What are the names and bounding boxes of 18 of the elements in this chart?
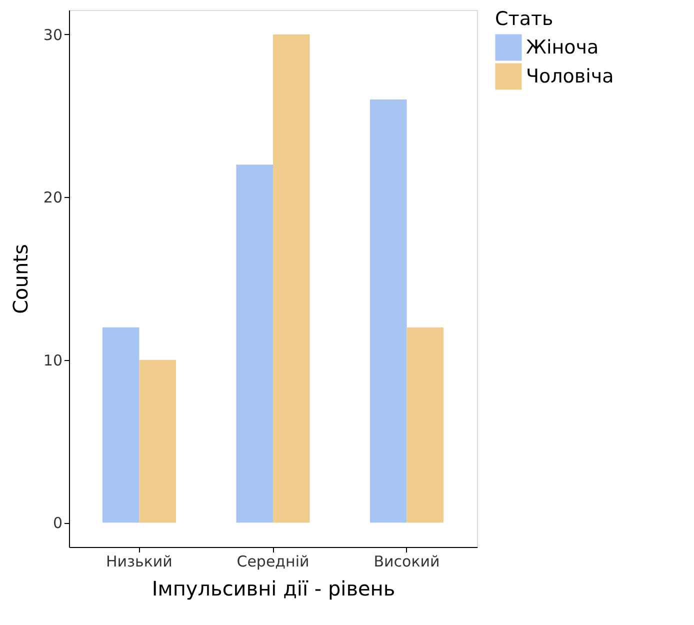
bar — [370, 100, 407, 523]
y-tick-label: 20 — [43, 188, 62, 207]
bar — [273, 34, 310, 523]
y-tick-label: 10 — [43, 351, 62, 370]
bar — [406, 327, 444, 523]
x-axis-title: Імпульсивні дії - рівень — [152, 576, 396, 600]
bar — [139, 360, 176, 523]
legend-title: Стать — [495, 8, 554, 30]
legend-label: Чоловіча — [526, 66, 614, 88]
x-tick-label: Низький — [106, 552, 172, 570]
x-tick-label: Середній — [236, 552, 310, 570]
bar — [236, 164, 273, 523]
y-tick-label: 0 — [52, 514, 62, 532]
y-tick-label: 30 — [43, 26, 62, 44]
bar — [102, 327, 140, 523]
legend-label: Жіноча — [526, 36, 599, 58]
x-tick-label: Високий — [374, 552, 440, 570]
y-axis-title: Counts — [8, 244, 32, 314]
